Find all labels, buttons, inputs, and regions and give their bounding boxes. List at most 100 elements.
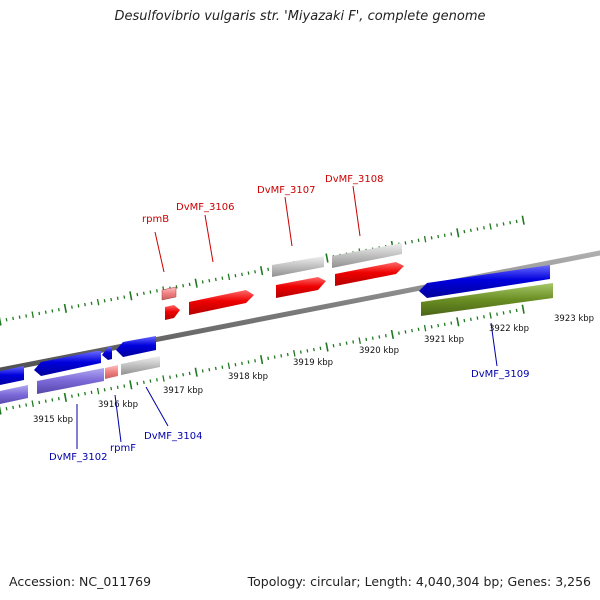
reverse-tick (162, 375, 165, 382)
feature-dvmf-3109-other[interactable] (421, 283, 553, 316)
reverse-tick (515, 308, 518, 313)
forward-tick (5, 318, 8, 322)
gene-dvmf-3108[interactable] (335, 262, 404, 286)
gene-label-dvmf-3104[interactable]: DvMF_3104 (144, 431, 202, 442)
reverse-tick (443, 322, 446, 327)
forward-tick (423, 235, 427, 243)
axis-label-3922: 3922 kbp (489, 324, 529, 334)
reverse-tick (390, 329, 395, 339)
leader-line-dvmf-3104 (145, 386, 169, 427)
forward-tick (521, 215, 525, 225)
forward-tick (201, 280, 204, 284)
reverse-tick (103, 388, 106, 392)
forward-tick (227, 273, 231, 281)
leader-line-dvmf-3107 (284, 196, 293, 247)
feature-dvmf-3102-pseudo[interactable] (37, 368, 104, 394)
axis-label-3916: 3916 kbp (98, 400, 138, 410)
reverse-tick (398, 331, 400, 335)
reverse-tick (169, 375, 171, 379)
reverse-tick (5, 407, 8, 411)
reverse-tick (411, 328, 413, 333)
gene-label-dvmf-3108[interactable]: DvMF_3108 (325, 174, 383, 185)
feature-left-edge-pseudo[interactable] (0, 385, 28, 405)
leader-line-dvmf-3108 (352, 185, 361, 237)
forward-tick (116, 296, 119, 301)
reverse-tick (96, 387, 100, 395)
forward-tick (463, 229, 466, 234)
feature-dvmf-3104-misc[interactable] (121, 356, 160, 375)
forward-tick (417, 238, 420, 243)
axis-label-3920: 3920 kbp (359, 346, 399, 356)
leader-line-dvmf-3109 (490, 322, 498, 367)
gene-label-rpmB[interactable]: rpmB (142, 214, 169, 225)
gene-label-rpmF[interactable]: rpmF (110, 443, 136, 454)
forward-tick (84, 302, 86, 307)
reverse-tick (201, 369, 204, 373)
reverse-tick (496, 312, 498, 316)
reverse-tick (77, 393, 80, 397)
reverse-tick (476, 316, 479, 320)
gene-label-dvmf-3106[interactable]: DvMF_3106 (176, 202, 234, 213)
feature-rpmF-rna[interactable] (105, 365, 118, 379)
reverse-tick (84, 391, 86, 396)
feature-dvmf-3108-misc[interactable] (332, 243, 402, 268)
forward-tick (443, 233, 446, 238)
feature-rpmB-rna[interactable] (161, 286, 177, 301)
gene-label-dvmf-3107[interactable]: DvMF_3107 (257, 185, 315, 196)
reverse-tick (509, 310, 512, 314)
reverse-tick (247, 360, 250, 364)
gene-rpmB[interactable] (165, 305, 180, 320)
gene-label-dvmf-3102[interactable]: DvMF_3102 (49, 452, 107, 463)
reverse-tick (450, 321, 453, 325)
forward-tick (63, 303, 68, 313)
gene-dvmf-3109[interactable] (419, 265, 550, 298)
gene-left-edge[interactable] (0, 366, 24, 386)
reverse-tick (12, 405, 15, 410)
reverse-tick (280, 354, 283, 358)
reverse-tick (483, 315, 485, 319)
forward-tick (259, 266, 264, 276)
reverse-tick (51, 398, 54, 402)
forward-tick (136, 292, 139, 297)
reverse-tick (214, 366, 217, 371)
reverse-tick (502, 311, 505, 315)
feature-dvmf-3107-misc[interactable] (272, 256, 324, 277)
forward-tick (483, 226, 485, 230)
forward-tick (25, 314, 28, 318)
forward-tick (234, 273, 237, 278)
forward-tick (96, 298, 100, 306)
gene-dvmf-3107[interactable] (276, 277, 326, 298)
reverse-tick (267, 356, 270, 361)
reverse-tick (0, 405, 2, 415)
reverse-tick (437, 323, 440, 328)
gene-label-dvmf-3109[interactable]: DvMF_3109 (471, 369, 529, 380)
genome-title: Desulfovibrio vulgaris str. 'Miyazaki F'… (114, 9, 486, 24)
reverse-tick (293, 350, 296, 357)
gene-rpmF[interactable] (102, 347, 112, 360)
forward-tick (90, 301, 93, 306)
reverse-tick (241, 361, 243, 366)
forward-tick (456, 228, 460, 238)
tick-track (0, 215, 525, 415)
accession-text: Accession: NC_011769 (9, 574, 152, 589)
forward-tick (437, 234, 440, 239)
forward-tick (175, 285, 178, 289)
forward-tick (182, 284, 185, 288)
reverse-tick (384, 333, 387, 338)
reverse-tick (358, 337, 361, 344)
gene-dvmf-3102[interactable] (34, 351, 101, 376)
reverse-tick (306, 349, 309, 353)
reverse-tick (378, 335, 381, 339)
reverse-tick (332, 344, 335, 348)
forward-tick (489, 223, 492, 230)
forward-tick (31, 311, 34, 318)
gene-dvmf-3104[interactable] (116, 336, 156, 357)
forward-tick (267, 267, 270, 272)
forward-tick (18, 315, 21, 319)
forward-tick (194, 278, 198, 288)
forward-tick (110, 297, 113, 302)
genome-summary-text: Topology: circular; Length: 4,040,304 bp… (247, 574, 591, 589)
axis-label-3915: 3915 kbp (33, 415, 73, 425)
forward-tick (129, 291, 133, 301)
gene-dvmf-3106[interactable] (189, 290, 254, 315)
